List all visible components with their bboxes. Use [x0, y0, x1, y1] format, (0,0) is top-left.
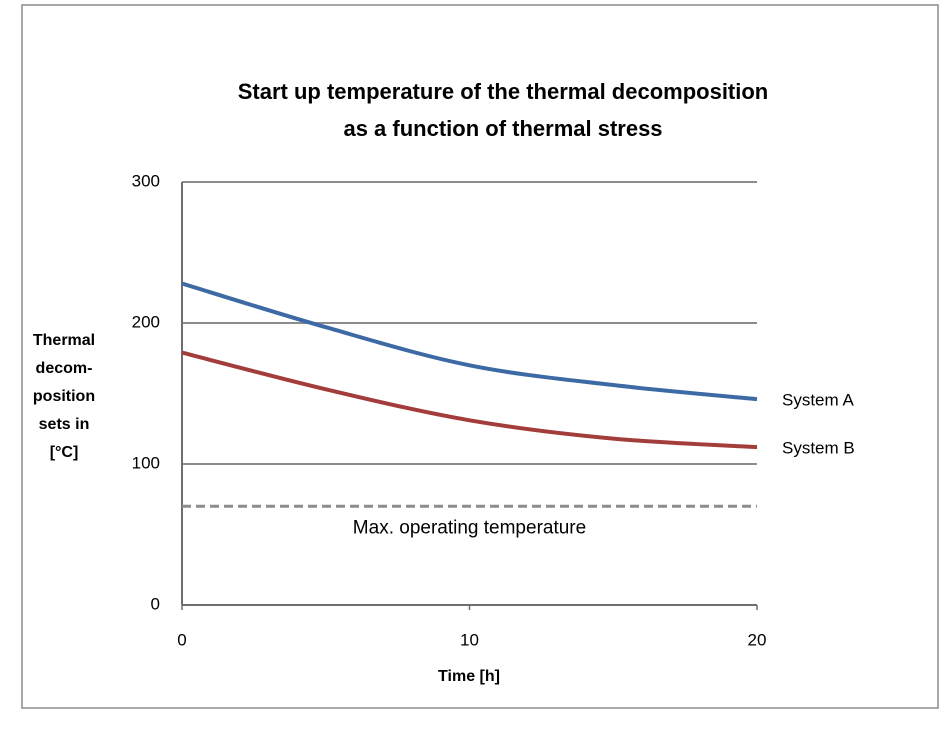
y-tick-label: 0: [151, 594, 160, 613]
y-axis-label: position: [33, 388, 95, 405]
legend-label: System A: [782, 391, 854, 410]
y-axis-label: [°C]: [50, 444, 79, 461]
reference-label: Max. operating temperature: [353, 517, 586, 538]
series-line: [181, 281, 758, 402]
x-tick-label: 20: [748, 630, 767, 649]
y-axis-label: sets in: [39, 416, 90, 433]
y-tick-label: 200: [132, 312, 160, 331]
y-axis-label: decom-: [36, 360, 93, 377]
chart-title: Start up temperature of the thermal deco…: [238, 79, 769, 104]
series-line: [181, 350, 758, 450]
x-tick-label: 10: [460, 630, 479, 649]
chart-title: as a function of thermal stress: [343, 116, 662, 141]
x-axis-label: Time [h]: [438, 668, 500, 685]
x-tick-label: 0: [177, 630, 186, 649]
legend-label: System B: [782, 439, 855, 458]
frame: [21, 4, 939, 709]
y-tick-label: 300: [132, 171, 160, 190]
y-tick-label: 100: [132, 453, 160, 472]
y-axis-label: Thermal: [33, 332, 95, 349]
